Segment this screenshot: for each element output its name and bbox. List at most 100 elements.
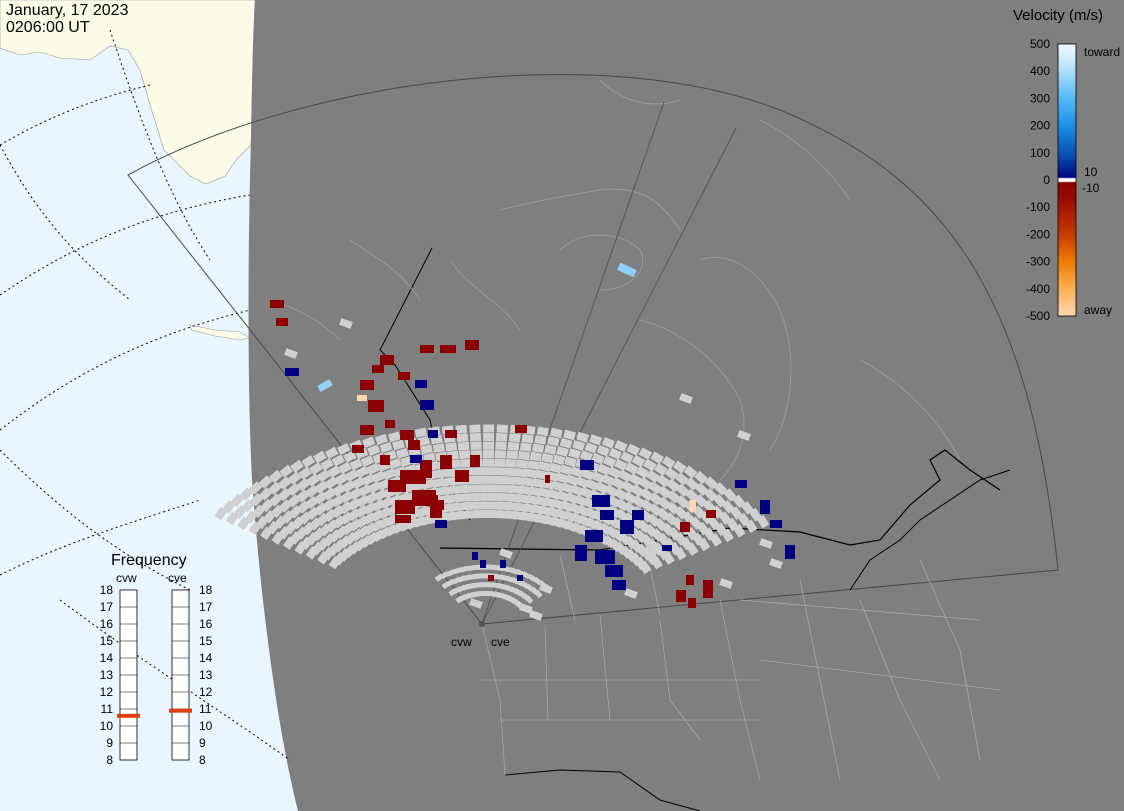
scatter-cell xyxy=(239,487,254,501)
scatter-cell xyxy=(501,484,514,494)
scatter-cell xyxy=(534,434,547,445)
scatter-cell xyxy=(576,431,590,443)
velocity-tick-label: 100 xyxy=(1030,146,1050,160)
scatter-cell xyxy=(379,441,393,454)
scatter-cell xyxy=(428,469,442,480)
frequency-tick-label-left: 9 xyxy=(106,736,113,750)
scatter-cell xyxy=(672,460,687,474)
scatter-cell xyxy=(249,481,263,495)
scatter-cell xyxy=(704,488,718,502)
scatter-cell xyxy=(721,528,734,543)
scatter-cell xyxy=(719,578,733,589)
scatter-cell xyxy=(547,436,560,447)
frequency-tick-label-right: 13 xyxy=(199,668,213,682)
scatter-cell xyxy=(398,372,410,380)
scatter-cell xyxy=(417,436,430,447)
date-label: January, 17 2023 xyxy=(6,2,129,19)
scatter-cell xyxy=(290,459,304,473)
frequency-ticks: 18 18 17 17 16 16 15 15 14 14 13 13 12 12 11 11 10 10 9 9 8 8 xyxy=(100,583,213,767)
scatter-cell xyxy=(552,454,566,466)
scatter-cell xyxy=(268,481,282,496)
scatter-cell xyxy=(527,460,540,470)
velocity-tick-label: -100 xyxy=(1026,200,1050,214)
scatter-cell xyxy=(631,454,646,468)
scatter-cell xyxy=(415,380,427,388)
scatter-cell xyxy=(495,441,507,451)
scatter-cell xyxy=(463,574,472,581)
scatter-cell xyxy=(324,476,339,490)
scatter-cell xyxy=(332,483,346,497)
scatter-cell xyxy=(688,598,696,608)
scatter-cell xyxy=(361,473,376,486)
scatter-cell xyxy=(488,564,497,571)
velocity-small-negative: -10 xyxy=(1082,181,1100,195)
frequency-tick-label-right: 12 xyxy=(199,685,213,699)
scatter-cell xyxy=(483,441,495,450)
scatter-cell xyxy=(735,480,747,488)
scatter-cell xyxy=(367,444,381,456)
scatter-cell xyxy=(694,470,708,485)
scatter-cell xyxy=(360,380,374,390)
frequency-tick-label-right: 15 xyxy=(199,634,213,648)
scatter-cell xyxy=(472,475,484,485)
scatter-cell xyxy=(380,355,394,365)
scatter-cell xyxy=(482,467,494,476)
scatter-cell xyxy=(620,451,634,464)
scatter-cell xyxy=(635,466,650,479)
scatter-cell xyxy=(597,463,611,476)
velocity-tick-label: 500 xyxy=(1030,37,1050,51)
scatter-cell xyxy=(785,545,795,559)
scatter-cell xyxy=(638,447,653,460)
scatter-cell xyxy=(414,427,428,438)
scatter-cell xyxy=(298,466,313,480)
scatter-cell xyxy=(551,480,565,492)
scatter-cell xyxy=(277,487,292,502)
scatter-cell xyxy=(600,510,614,520)
velocity-tick-label: 400 xyxy=(1030,64,1050,78)
scatter-cell xyxy=(550,427,563,439)
scatter-cell xyxy=(428,430,438,438)
scatter-cell xyxy=(432,443,445,453)
scatter-cell xyxy=(514,467,527,478)
scatter-cell xyxy=(520,485,533,496)
scatter-cell xyxy=(532,478,545,489)
scatter-cell xyxy=(605,565,623,577)
scatter-cell xyxy=(503,467,516,477)
scatter-cell xyxy=(524,595,534,604)
scatter-cell xyxy=(666,478,680,493)
scatter-cell xyxy=(704,476,718,490)
scatter-cell xyxy=(536,426,550,437)
scatter-cell xyxy=(532,443,545,454)
scatter-cell xyxy=(341,480,356,493)
scatter-cell xyxy=(362,436,376,448)
scatter-cell xyxy=(769,558,783,569)
lat-lon-grid xyxy=(0,29,291,761)
scatter-cell xyxy=(230,493,245,508)
scatter-cell xyxy=(565,474,579,486)
scatter-cell xyxy=(679,393,693,404)
scatter-cell xyxy=(351,476,366,490)
scatter-cell xyxy=(524,468,538,479)
scatter-cell xyxy=(457,441,470,451)
scatter-cell xyxy=(500,560,506,568)
scatter-cell xyxy=(492,475,505,485)
frequency-tick-label-left: 12 xyxy=(100,685,114,699)
scatter-cell xyxy=(367,481,382,494)
scatter-cell xyxy=(355,465,369,479)
radar-label-cve: cve xyxy=(491,635,510,649)
scatter-cell xyxy=(317,378,333,393)
scatter-cell xyxy=(493,573,502,580)
scatter-cell xyxy=(516,459,529,469)
scatter-cell xyxy=(614,458,628,471)
scatter-cell xyxy=(507,441,520,451)
scatter-cell xyxy=(440,345,456,353)
frequency-tick-label-left: 11 xyxy=(101,702,114,716)
scatter-cell xyxy=(556,446,569,457)
scatter-cell xyxy=(496,424,508,433)
scatter-cell xyxy=(539,583,553,594)
scatter-cell xyxy=(737,430,751,441)
scatter-cell xyxy=(494,450,507,459)
frequency-marker-cve xyxy=(169,708,192,713)
frequency-tick-label-right: 17 xyxy=(199,600,213,614)
scatter-cell xyxy=(482,458,494,467)
